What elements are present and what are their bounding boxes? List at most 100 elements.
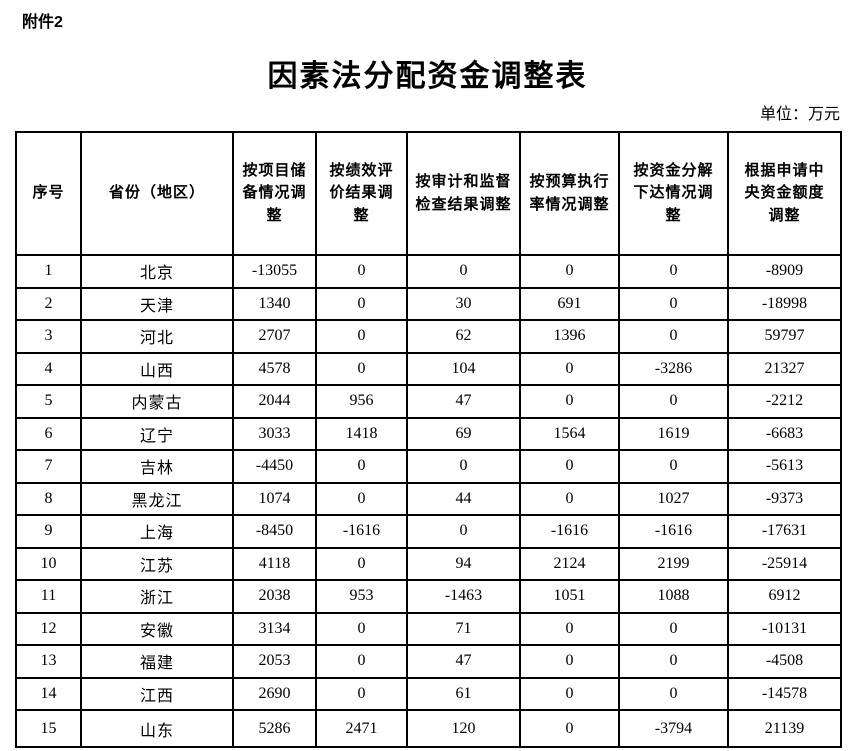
value-cell: 30 bbox=[406, 286, 521, 321]
value-cell: 2044 bbox=[232, 384, 317, 419]
province-cell: 江苏 bbox=[80, 546, 234, 581]
table-body: 1 北京 -13055 0 0 0 0 -8909 2 天津 1340 0 30 691 0 -18998 3 河… bbox=[15, 254, 842, 748]
value-cell: 59797 bbox=[727, 319, 842, 354]
serial-cell: 10 bbox=[15, 546, 82, 581]
serial-cell: 13 bbox=[15, 644, 82, 679]
table-row: 4 山西 4578 0 104 0 -3286 21327 bbox=[15, 351, 842, 386]
table-row: 1 北京 -13055 0 0 0 0 -8909 bbox=[15, 254, 842, 289]
value-cell: 69 bbox=[406, 416, 521, 451]
serial-cell: 11 bbox=[15, 579, 82, 614]
value-cell: 1418 bbox=[315, 416, 408, 451]
value-cell: 0 bbox=[618, 254, 729, 289]
header-project-reserve: 按项目储 备情况调 整 bbox=[232, 131, 317, 256]
value-cell: 47 bbox=[406, 644, 521, 679]
value-cell: 1396 bbox=[519, 319, 620, 354]
province-cell: 山东 bbox=[80, 709, 234, 748]
value-cell: -3794 bbox=[618, 709, 729, 748]
value-cell: 0 bbox=[618, 611, 729, 646]
value-cell: 0 bbox=[315, 319, 408, 354]
value-cell: 2707 bbox=[232, 319, 317, 354]
serial-cell: 8 bbox=[15, 481, 82, 516]
value-cell: -14578 bbox=[727, 676, 842, 711]
serial-cell: 4 bbox=[15, 351, 82, 386]
province-cell: 黑龙江 bbox=[80, 481, 234, 516]
fund-adjustment-table: 序号 省份（地区） 按项目储 备情况调 整 按绩效评 价结果调 整 按审计和监督… bbox=[15, 131, 842, 748]
table-row: 13 福建 2053 0 47 0 0 -4508 bbox=[15, 644, 842, 679]
serial-cell: 9 bbox=[15, 514, 82, 549]
value-cell: 0 bbox=[315, 449, 408, 484]
value-cell: 0 bbox=[519, 644, 620, 679]
value-cell: 3033 bbox=[232, 416, 317, 451]
value-cell: 0 bbox=[406, 514, 521, 549]
value-cell: 0 bbox=[519, 384, 620, 419]
value-cell: 0 bbox=[519, 611, 620, 646]
value-cell: 0 bbox=[519, 449, 620, 484]
value-cell: -8450 bbox=[232, 514, 317, 549]
province-cell: 吉林 bbox=[80, 449, 234, 484]
value-cell: 2038 bbox=[232, 579, 317, 614]
value-cell: 71 bbox=[406, 611, 521, 646]
serial-cell: 6 bbox=[15, 416, 82, 451]
value-cell: -10131 bbox=[727, 611, 842, 646]
table-row: 9 上海 -8450 -1616 0 -1616 -1616 -17631 bbox=[15, 514, 842, 549]
value-cell: 0 bbox=[315, 546, 408, 581]
value-cell: 94 bbox=[406, 546, 521, 581]
header-central-fund-quota: 根据申请中 央资金额度 调整 bbox=[727, 131, 842, 256]
value-cell: -9373 bbox=[727, 481, 842, 516]
value-cell: -1463 bbox=[406, 579, 521, 614]
province-cell: 上海 bbox=[80, 514, 234, 549]
value-cell: -5613 bbox=[727, 449, 842, 484]
value-cell: -6683 bbox=[727, 416, 842, 451]
value-cell: -1616 bbox=[315, 514, 408, 549]
value-cell: 1340 bbox=[232, 286, 317, 321]
value-cell: 0 bbox=[406, 449, 521, 484]
value-cell: -2212 bbox=[727, 384, 842, 419]
value-cell: 2199 bbox=[618, 546, 729, 581]
province-cell: 北京 bbox=[80, 254, 234, 289]
province-cell: 天津 bbox=[80, 286, 234, 321]
value-cell: 120 bbox=[406, 709, 521, 748]
value-cell: 0 bbox=[519, 709, 620, 748]
province-cell: 安徽 bbox=[80, 611, 234, 646]
value-cell: 0 bbox=[618, 384, 729, 419]
value-cell: 0 bbox=[406, 254, 521, 289]
value-cell: 1619 bbox=[618, 416, 729, 451]
value-cell: 2124 bbox=[519, 546, 620, 581]
serial-cell: 7 bbox=[15, 449, 82, 484]
table-row: 14 江西 2690 0 61 0 0 -14578 bbox=[15, 676, 842, 711]
province-cell: 辽宁 bbox=[80, 416, 234, 451]
value-cell: 0 bbox=[519, 481, 620, 516]
value-cell: 2053 bbox=[232, 644, 317, 679]
header-province: 省份（地区） bbox=[80, 131, 234, 256]
value-cell: 2471 bbox=[315, 709, 408, 748]
table-row: 5 内蒙古 2044 956 47 0 0 -2212 bbox=[15, 384, 842, 419]
value-cell: 6912 bbox=[727, 579, 842, 614]
table-row: 7 吉林 -4450 0 0 0 0 -5613 bbox=[15, 449, 842, 484]
value-cell: 1074 bbox=[232, 481, 317, 516]
header-serial: 序号 bbox=[15, 131, 82, 256]
value-cell: -1616 bbox=[519, 514, 620, 549]
value-cell: 0 bbox=[618, 449, 729, 484]
value-cell: 3134 bbox=[232, 611, 317, 646]
table-header: 序号 省份（地区） 按项目储 备情况调 整 按绩效评 价结果调 整 按审计和监督… bbox=[15, 131, 842, 256]
header-fund-breakdown: 按资金分解 下达情况调 整 bbox=[618, 131, 729, 256]
value-cell: -1616 bbox=[618, 514, 729, 549]
value-cell: 5286 bbox=[232, 709, 317, 748]
value-cell: 104 bbox=[406, 351, 521, 386]
value-cell: 0 bbox=[618, 676, 729, 711]
table-row: 6 辽宁 3033 1418 69 1564 1619 -6683 bbox=[15, 416, 842, 451]
value-cell: 0 bbox=[315, 351, 408, 386]
value-cell: 0 bbox=[315, 286, 408, 321]
table-row: 10 江苏 4118 0 94 2124 2199 -25914 bbox=[15, 546, 842, 581]
value-cell: 1027 bbox=[618, 481, 729, 516]
table-row: 15 山东 5286 2471 120 0 -3794 21139 bbox=[15, 709, 842, 748]
value-cell: -4450 bbox=[232, 449, 317, 484]
value-cell: -13055 bbox=[232, 254, 317, 289]
province-cell: 山西 bbox=[80, 351, 234, 386]
value-cell: 0 bbox=[618, 644, 729, 679]
value-cell: -3286 bbox=[618, 351, 729, 386]
serial-cell: 12 bbox=[15, 611, 82, 646]
province-cell: 江西 bbox=[80, 676, 234, 711]
serial-cell: 1 bbox=[15, 254, 82, 289]
unit-label: 单位：万元 bbox=[759, 106, 840, 123]
